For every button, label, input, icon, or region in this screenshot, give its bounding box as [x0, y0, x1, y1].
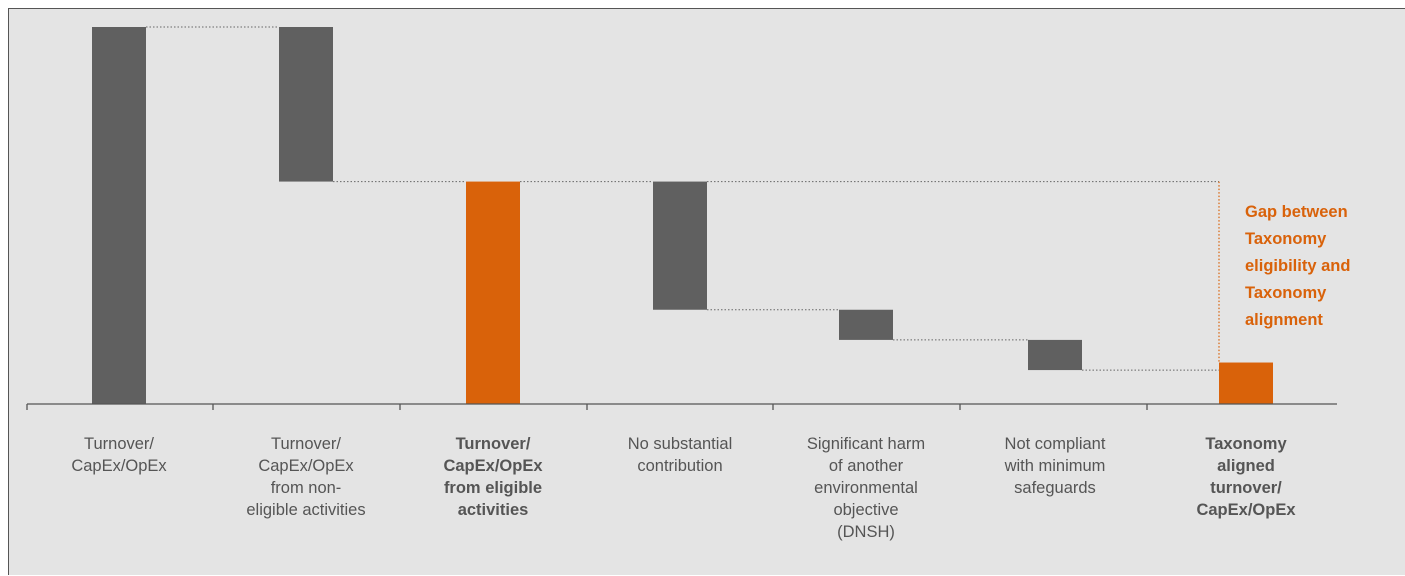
category-label-line: objective: [833, 501, 899, 519]
decrease-bar: [279, 27, 333, 182]
waterfall-chart-panel: Turnover/CapEx/OpEx Turnover/CapEx/OpEx fr…: [8, 8, 1405, 575]
gap-annotation-line: alignment: [1245, 311, 1323, 329]
category-label-line: Not compliant: [1004, 435, 1106, 453]
gap-annotation-line: Taxonomy: [1245, 230, 1327, 248]
category-label-line: (DNSH): [837, 523, 895, 541]
category-label-line: from non-: [270, 479, 342, 497]
category-label-line: CapEx/OpEx: [443, 457, 543, 475]
category-label: Significant harm of another environmental o…: [781, 433, 951, 543]
decrease-bar: [839, 309, 893, 340]
gap-annotation-line: Taxonomy: [1245, 284, 1327, 302]
total-bar: [466, 181, 520, 404]
category-label-line: CapEx/OpEx: [71, 457, 167, 475]
category-label-line: Turnover/: [84, 435, 154, 453]
top-caption-fragment: [0, 0, 1405, 7]
decrease-bar: [1028, 339, 1082, 371]
total-bar: [1219, 362, 1273, 404]
category-label-line: Taxonomy: [1205, 435, 1287, 453]
category-label-line: CapEx/OpEx: [1196, 501, 1296, 519]
gap-annotation-line: eligibility and: [1245, 257, 1351, 275]
category-label-line: contribution: [637, 457, 723, 475]
category-label-line: of another: [828, 457, 904, 475]
gap-annotation: Gap between Taxonomy eligibility and Taxono…: [1245, 199, 1405, 334]
category-label-line: aligned: [1217, 457, 1275, 475]
category-label: No substantial contribution: [595, 433, 765, 477]
category-label-line: CapEx/OpEx: [258, 457, 354, 475]
gap-annotation-line: Gap between: [1245, 203, 1348, 221]
category-label: Not compliant with minimum safeguards: [970, 433, 1140, 499]
category-label-line: from eligible: [443, 479, 543, 497]
category-label: Turnover/CapEx/OpEx from eligible activiti…: [408, 433, 578, 521]
category-label-line: Turnover/: [271, 435, 341, 453]
total-bar: [92, 27, 146, 404]
decrease-bar: [653, 181, 707, 310]
category-label-line: eligible activities: [246, 501, 366, 519]
category-label-line: No substantial: [627, 435, 733, 453]
category-label: Taxonomy aligned turnover/CapEx/OpEx: [1161, 433, 1331, 521]
waterfall-chart-svg: [26, 26, 1337, 410]
category-label-line: Significant harm: [806, 435, 926, 453]
category-label-line: Turnover/: [455, 435, 531, 453]
category-label-line: environmental: [814, 479, 918, 497]
category-label: Turnover/CapEx/OpEx from non-eligible act…: [221, 433, 391, 521]
category-label-line: safeguards: [1014, 479, 1096, 497]
category-label-line: turnover/: [1210, 479, 1282, 497]
category-label-line: activities: [457, 501, 529, 519]
category-label-line: with minimum: [1004, 457, 1106, 475]
category-label: Turnover/CapEx/OpEx: [34, 433, 204, 477]
